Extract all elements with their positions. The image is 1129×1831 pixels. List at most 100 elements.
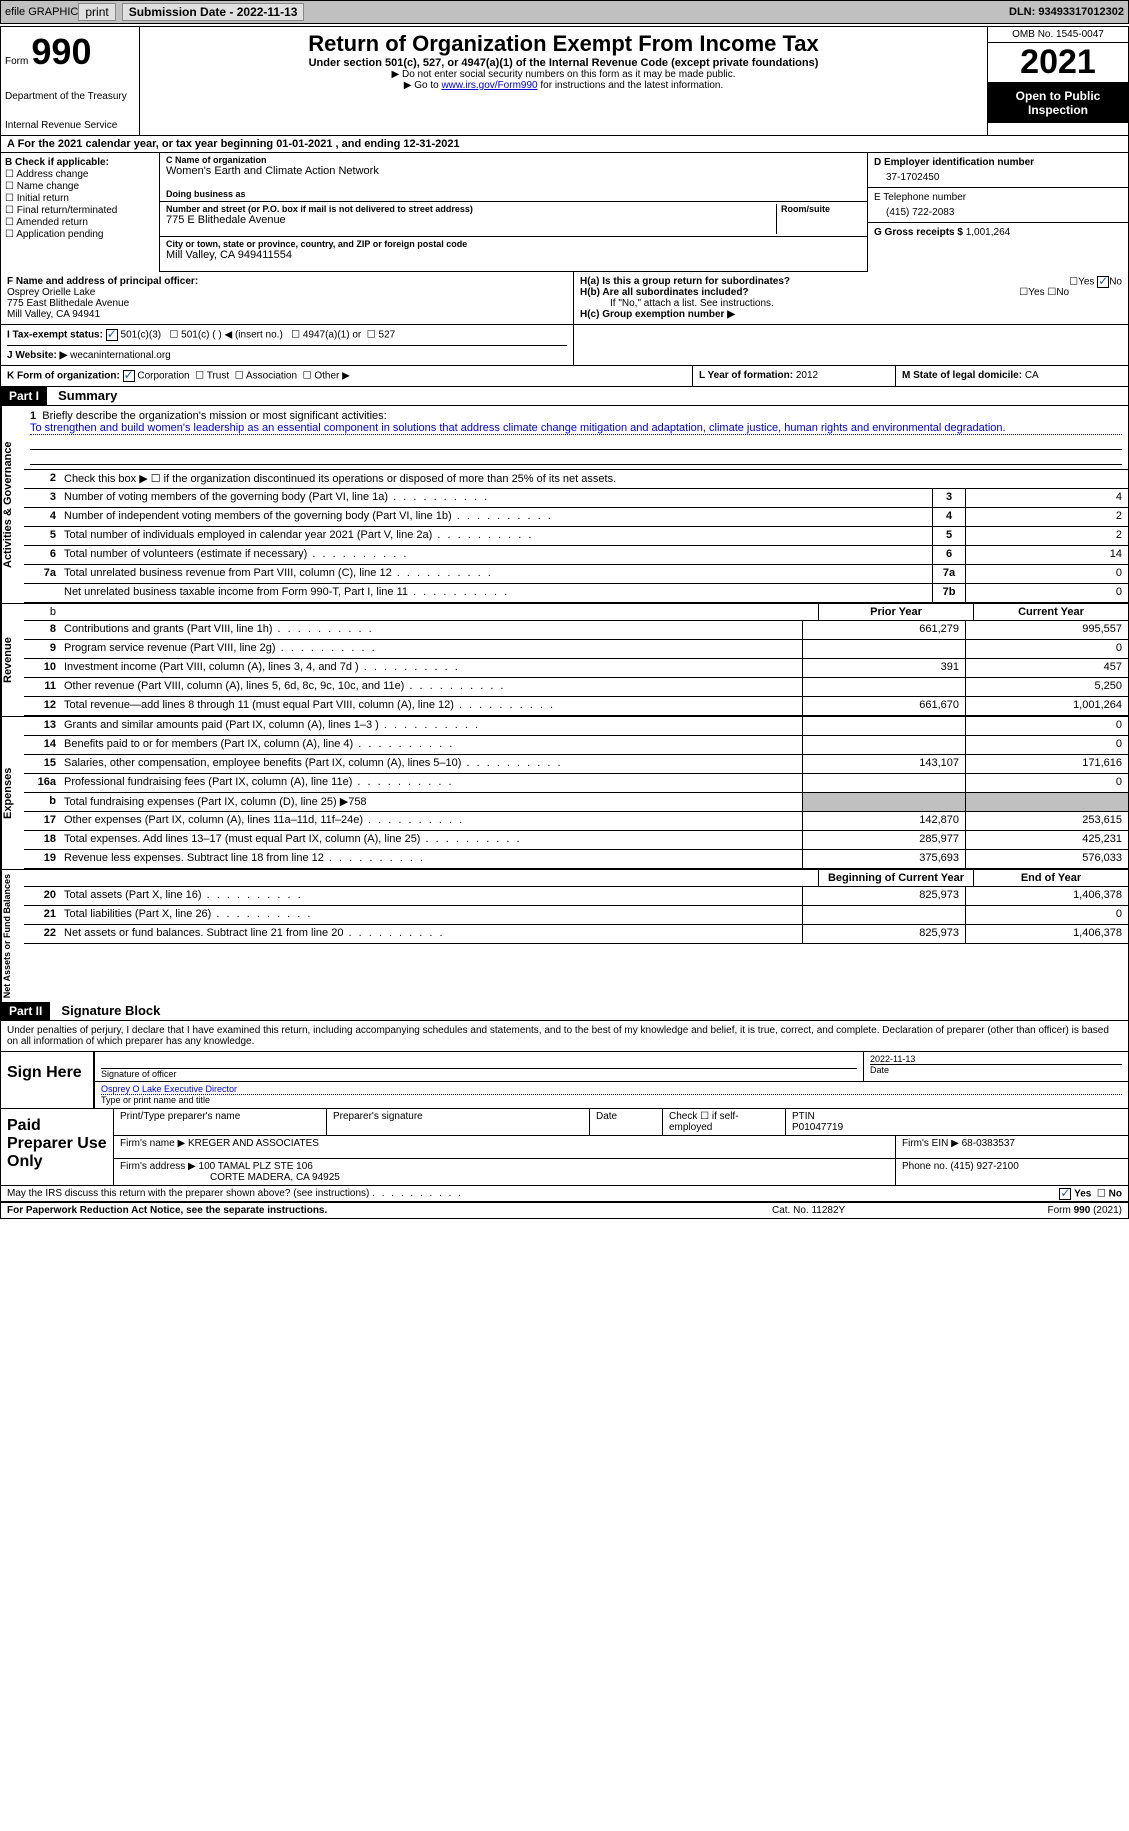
governance-section: Activities & Governance 1 Briefly descri… — [1, 406, 1128, 603]
m-state-domicile: M State of legal domicile: CA — [895, 366, 1128, 386]
section-bcd: B Check if applicable: ☐ Address change … — [1, 153, 1128, 272]
ein-value: 37-1702450 — [874, 168, 1122, 183]
begin-year-hdr: Beginning of Current Year — [818, 870, 973, 886]
gross-row: G Gross receipts $ 1,001,264 — [868, 223, 1128, 242]
org-name: Women's Earth and Climate Action Network — [166, 165, 861, 177]
sign-here-label: Sign Here — [1, 1052, 93, 1108]
fh-row: F Name and address of principal officer:… — [1, 272, 1128, 325]
line-1-mission: 1 Briefly describe the organization's mi… — [24, 406, 1128, 470]
row-k: K Form of organization: Corporation ☐ Tr… — [1, 366, 1128, 387]
summary-line: 12 Total revenue—add lines 8 through 11 … — [24, 697, 1128, 716]
vlabel-governance: Activities & Governance — [1, 406, 24, 603]
sign-here-section: Sign Here Signature of officer 2022-11-1… — [1, 1052, 1128, 1109]
cat-number: Cat. No. 11282Y — [772, 1205, 972, 1216]
city-state-zip: Mill Valley, CA 949411554 — [166, 249, 861, 261]
h-b-note: If "No," attach a list. See instructions… — [580, 298, 1122, 309]
summary-line: 5 Total number of individuals employed i… — [24, 527, 1128, 546]
box-d: D Employer identification number 37-1702… — [867, 153, 1128, 272]
officer-typed-name: Osprey O Lake Executive Director Type or… — [95, 1082, 1128, 1108]
net-assets-section: Net Assets or Fund Balances Beginning of… — [1, 869, 1128, 1002]
rev-col-headers: b Prior Year Current Year — [24, 604, 1128, 621]
k-form-org: K Form of organization: Corporation ☐ Tr… — [1, 366, 692, 386]
chk-amended[interactable]: ☐ Amended return — [5, 217, 155, 228]
form-subtitle: Under section 501(c), 527, or 4947(a)(1)… — [148, 57, 979, 69]
gross-value: 1,001,264 — [966, 227, 1011, 238]
summary-line: 14 Benefits paid to or for members (Part… — [24, 736, 1128, 755]
mission-text: To strengthen and build women's leadersh… — [30, 422, 1122, 435]
chk-final-return[interactable]: ☐ Final return/terminated — [5, 205, 155, 216]
ein-label: D Employer identification number — [874, 157, 1122, 168]
self-employed-check[interactable]: Check ☐ if self-employed — [663, 1109, 786, 1135]
l-year-formation: L Year of formation: 2012 — [692, 366, 895, 386]
vlabel-revenue: Revenue — [1, 604, 24, 716]
end-year-hdr: End of Year — [973, 870, 1128, 886]
line-2: 2 Check this box ▶ ☐ if the organization… — [24, 470, 1128, 489]
print-name-label: Print/Type preparer's name — [114, 1109, 327, 1135]
vlabel-expenses: Expenses — [1, 717, 24, 869]
blank-line — [30, 450, 1122, 465]
chk-app-pending[interactable]: ☐ Application pending — [5, 229, 155, 240]
signature-date: 2022-11-13 Date — [864, 1052, 1128, 1081]
print-button[interactable]: print — [78, 3, 115, 21]
city-row: City or town, state or province, country… — [160, 237, 867, 272]
firm-name-cell: Firm's name ▶ KREGER AND ASSOCIATES — [114, 1136, 896, 1158]
expenses-section: Expenses 13 Grants and similar amounts p… — [1, 716, 1128, 869]
summary-line: 11 Other revenue (Part VIII, column (A),… — [24, 678, 1128, 697]
addr-label: Number and street (or P.O. box if mail i… — [166, 204, 776, 214]
summary-line: 13 Grants and similar amounts paid (Part… — [24, 717, 1128, 736]
box-h: H(a) Is this a group return for subordin… — [574, 272, 1128, 324]
header-left: Form 990 Department of the Treasury Inte… — [1, 27, 140, 135]
chk-name-change[interactable]: ☐ Name change — [5, 181, 155, 192]
officer-addr: 775 East Blithedale Avenue — [7, 298, 129, 309]
website-value: wecaninternational.org — [70, 350, 171, 361]
firm-addr-cell: Firm's address ▶ 100 TAMAL PLZ STE 106 C… — [114, 1159, 896, 1185]
phone-label: E Telephone number — [874, 192, 1122, 203]
h-b-row: H(b) Are all subordinates included? ☐Yes… — [580, 287, 1122, 298]
firm-phone-cell: Phone no. (415) 927-2100 — [896, 1159, 1128, 1185]
city-label: City or town, state or province, country… — [166, 239, 861, 249]
blank-line — [30, 435, 1122, 450]
box-b-title: B Check if applicable: — [5, 157, 155, 168]
summary-line: 21 Total liabilities (Part X, line 26) 0 — [24, 906, 1128, 925]
tax-status: I Tax-exempt status: 501(c)(3) ☐ 501(c) … — [7, 329, 567, 341]
summary-line: 19 Revenue less expenses. Subtract line … — [24, 850, 1128, 869]
h-continued — [574, 325, 1128, 365]
chk-initial-return[interactable]: ☐ Initial return — [5, 193, 155, 204]
irs-label: Internal Revenue Service — [5, 120, 135, 131]
box-f: F Name and address of principal officer:… — [1, 272, 574, 324]
chk-address-change[interactable]: ☐ Address change — [5, 169, 155, 180]
chk-corporation[interactable] — [123, 370, 135, 382]
signature-intro: Under penalties of perjury, I declare th… — [1, 1021, 1128, 1052]
summary-line: 22 Net assets or fund balances. Subtract… — [24, 925, 1128, 944]
phone-value: (415) 722-2083 — [874, 203, 1122, 218]
summary-line: 10 Investment income (Part VIII, column … — [24, 659, 1128, 678]
street-address: 775 E Blithedale Avenue — [166, 214, 776, 226]
firm-ein-cell: Firm's EIN ▶ 68-0383537 — [896, 1136, 1128, 1158]
summary-line: 15 Salaries, other compensation, employe… — [24, 755, 1128, 774]
paperwork-notice: For Paperwork Reduction Act Notice, see … — [7, 1205, 772, 1216]
irs-link[interactable]: www.irs.gov/Form990 — [441, 80, 537, 91]
org-name-row: C Name of organization Women's Earth and… — [160, 153, 867, 202]
current-year-hdr: Current Year — [973, 604, 1128, 620]
vlabel-net: Net Assets or Fund Balances — [1, 870, 24, 1002]
chk-ha-no[interactable] — [1097, 276, 1109, 288]
form-year-footer: Form 990 (2021) — [972, 1205, 1122, 1216]
officer-city: Mill Valley, CA 94941 — [7, 309, 100, 320]
summary-line: 17 Other expenses (Part IX, column (A), … — [24, 812, 1128, 831]
summary-line: 3 Number of voting members of the govern… — [24, 489, 1128, 508]
chk-discuss-yes[interactable] — [1059, 1188, 1071, 1200]
part-1-header: Part I Summary — [1, 387, 1128, 406]
open-inspection: Open to Public Inspection — [988, 83, 1128, 123]
form-title: Return of Organization Exempt From Incom… — [148, 31, 979, 57]
header-right: OMB No. 1545-0047 2021 Open to Public In… — [987, 27, 1128, 135]
summary-line: 8 Contributions and grants (Part VIII, l… — [24, 621, 1128, 640]
summary-line: 18 Total expenses. Add lines 13–17 (must… — [24, 831, 1128, 850]
row-a-tax-year: A For the 2021 calendar year, or tax yea… — [1, 136, 1128, 153]
summary-line: b Total fundraising expenses (Part IX, c… — [24, 793, 1128, 812]
website-row: J Website: ▶ wecaninternational.org — [7, 345, 567, 361]
chk-501c3[interactable] — [106, 329, 118, 341]
paid-preparer-section: Paid Preparer Use Only Print/Type prepar… — [1, 1109, 1128, 1186]
efile-label: efile GRAPHIC — [5, 6, 78, 18]
h-a-row: H(a) Is this a group return for subordin… — [580, 276, 1122, 287]
dln-label: DLN: 93493317012302 — [1009, 6, 1124, 18]
